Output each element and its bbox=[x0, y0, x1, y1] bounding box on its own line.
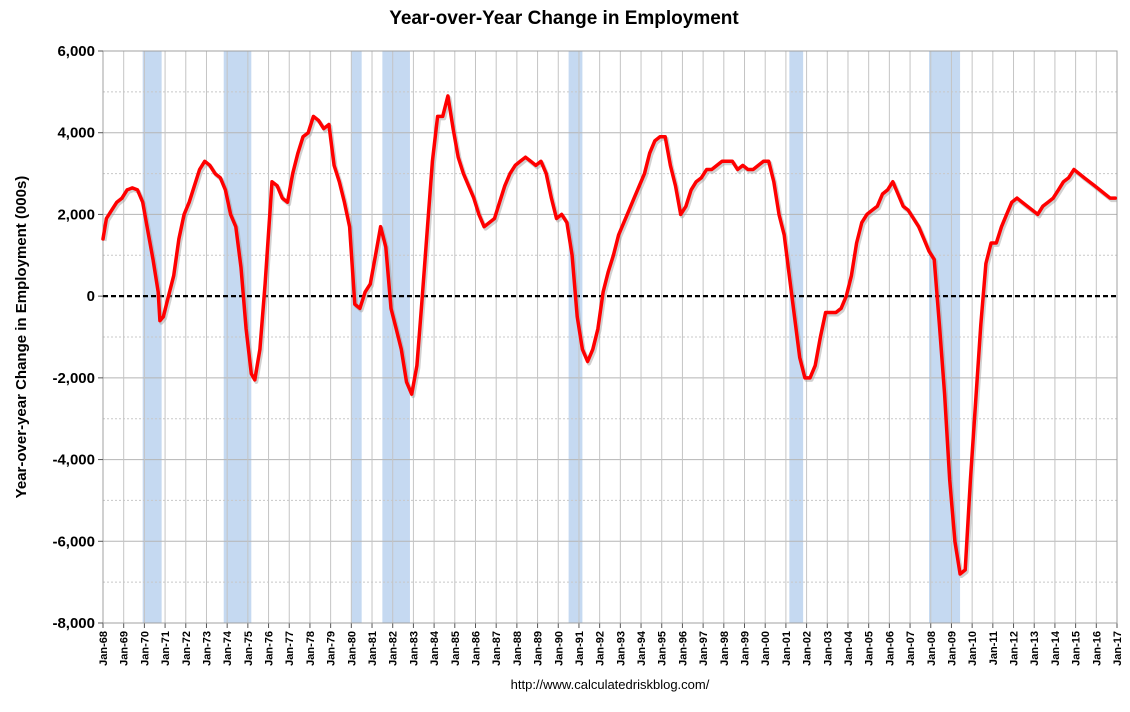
y-tick-label: -2,000 bbox=[52, 370, 95, 387]
x-tick-label: Jan-16 bbox=[1091, 631, 1103, 666]
x-tick-label: Jan-76 bbox=[264, 631, 276, 666]
x-tick-label: Jan-79 bbox=[326, 631, 338, 666]
x-tick-label: Jan-07 bbox=[905, 631, 917, 666]
x-tick-label: Jan-96 bbox=[677, 631, 689, 666]
x-tick-label: Jan-94 bbox=[636, 630, 648, 666]
x-tick-label: Jan-98 bbox=[719, 631, 731, 666]
x-tick-label: Jan-88 bbox=[512, 631, 524, 666]
x-tick-label: Jan-84 bbox=[429, 630, 441, 666]
x-tick-label: Jan-71 bbox=[160, 631, 172, 666]
x-tick-label: Jan-02 bbox=[802, 631, 814, 666]
x-tick-label: Jan-06 bbox=[884, 631, 896, 666]
x-tick-label: Jan-89 bbox=[533, 631, 545, 666]
x-tick-label: Jan-74 bbox=[222, 630, 234, 666]
x-tick-label: Jan-87 bbox=[491, 631, 503, 666]
x-tick-label: Jan-10 bbox=[967, 631, 979, 666]
x-tick-label: Jan-90 bbox=[553, 631, 565, 666]
y-axis-label: Year-over-year Change in Employment (000… bbox=[13, 176, 30, 499]
x-tick-label: Jan-73 bbox=[201, 631, 213, 666]
plot-area: Jan-68 Jan-69 Jan-70 Jan-71 Jan-72 Jan-73 Jan-… bbox=[52, 43, 1124, 666]
y-tick-label: 2,000 bbox=[57, 206, 95, 223]
y-tick-label: 4,000 bbox=[57, 125, 95, 142]
x-tick-label: Jan-85 bbox=[450, 631, 462, 666]
x-tick-label: Jan-92 bbox=[595, 631, 607, 666]
x-tick-label: Jan-83 bbox=[408, 631, 420, 666]
x-tick-label: Jan-08 bbox=[926, 631, 938, 666]
x-tick-label: Jan-80 bbox=[346, 631, 358, 666]
x-tick-label: Jan-11 bbox=[988, 631, 1000, 665]
x-tick-label: Jan-78 bbox=[305, 631, 317, 666]
x-tick-label: Jan-05 bbox=[864, 631, 876, 666]
plot-border bbox=[102, 50, 1118, 624]
x-tick-label: Jan-97 bbox=[698, 631, 710, 666]
x-tick-label: Jan-17 bbox=[1112, 631, 1124, 666]
x-tick-label: Jan-81 bbox=[367, 631, 379, 666]
y-tick-label: -4,000 bbox=[52, 452, 95, 469]
x-tick-label: Jan-14 bbox=[1050, 630, 1062, 666]
x-tick-label: Jan-75 bbox=[243, 631, 255, 666]
x-tick-label: Jan-13 bbox=[1029, 631, 1041, 666]
x-tick-label: Jan-95 bbox=[657, 631, 669, 666]
y-tick-label: 6,000 bbox=[57, 43, 95, 60]
source-url: http://www.calculatedriskblog.com/ bbox=[511, 677, 710, 692]
x-tick-label: Jan-09 bbox=[946, 631, 958, 666]
x-tick-label: Jan-82 bbox=[388, 631, 400, 666]
chart-title: Year-over-Year Change in Employment bbox=[389, 8, 739, 29]
x-tick-label: Jan-77 bbox=[284, 631, 296, 666]
x-tick-label: Jan-15 bbox=[1071, 631, 1083, 666]
x-tick-label: Jan-72 bbox=[181, 631, 193, 666]
x-tick-label: Jan-03 bbox=[822, 631, 834, 666]
x-tick-label: Jan-69 bbox=[119, 631, 131, 666]
y-tick-label: -8,000 bbox=[52, 615, 95, 632]
y-tick-label: 0 bbox=[87, 288, 95, 305]
y-tick-label: -6,000 bbox=[52, 533, 95, 550]
x-tick-label: Jan-01 bbox=[781, 631, 793, 666]
x-tick-label: Jan-86 bbox=[470, 631, 482, 666]
x-tick-label: Jan-12 bbox=[1009, 631, 1021, 666]
x-tick-label: Jan-91 bbox=[574, 631, 586, 666]
x-tick-label: Jan-04 bbox=[843, 630, 855, 666]
x-tick-label: Jan-00 bbox=[760, 631, 772, 666]
x-tick-label: Jan-68 bbox=[98, 631, 110, 666]
x-tick-label: Jan-70 bbox=[139, 631, 151, 666]
x-tick-label: Jan-93 bbox=[615, 631, 627, 666]
series-line bbox=[101, 94, 1118, 576]
x-tick-label: Jan-99 bbox=[740, 631, 752, 666]
